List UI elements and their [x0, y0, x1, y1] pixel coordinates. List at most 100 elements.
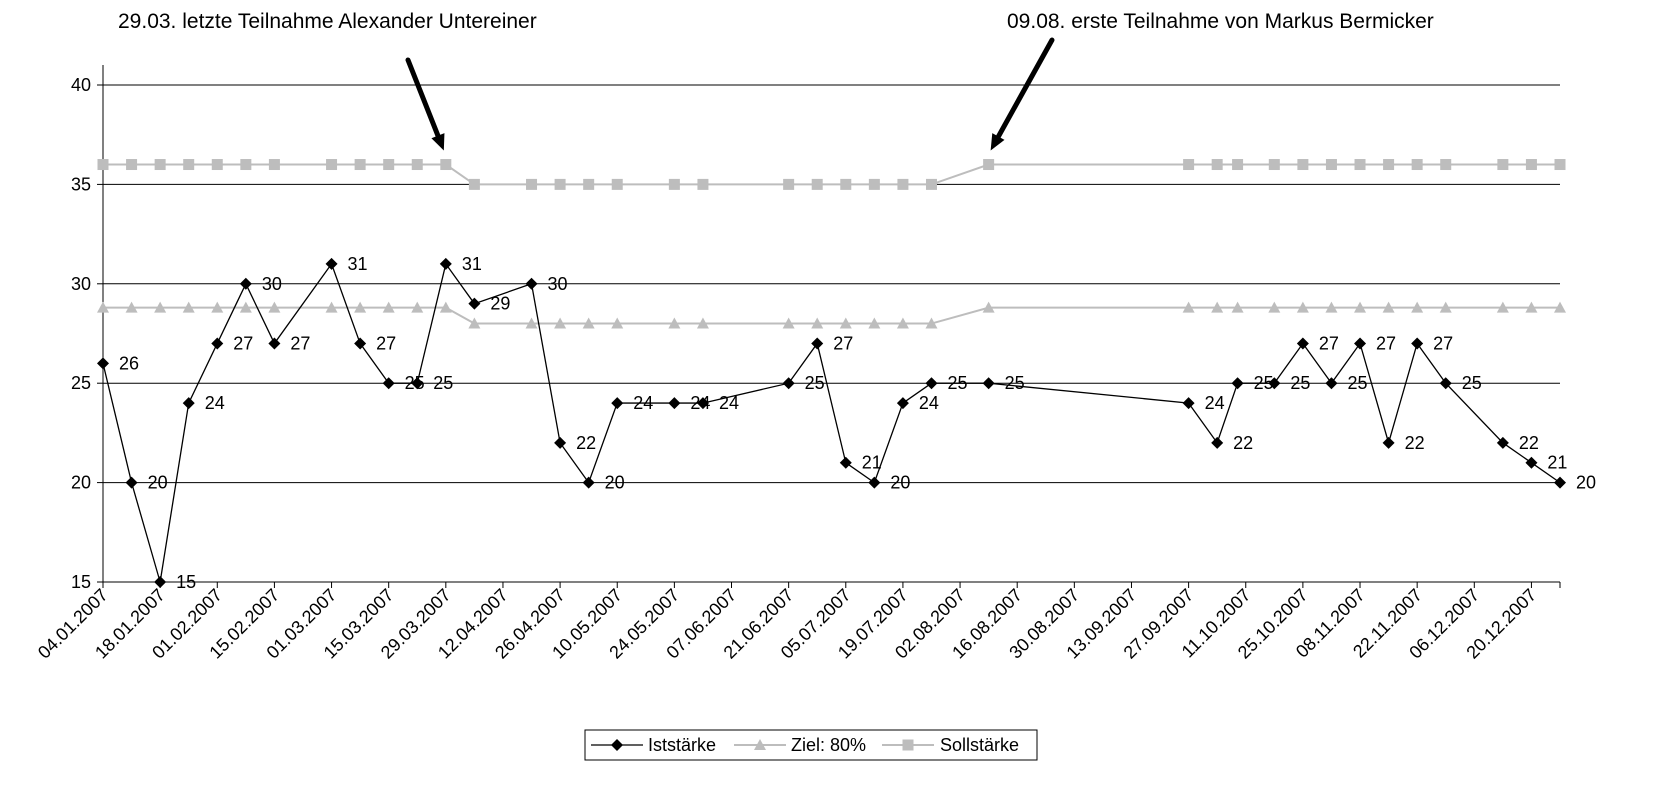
point-istst-rke-15-02-2007	[268, 337, 281, 350]
point-ziel-80-09-10-2007	[1231, 301, 1244, 313]
point-sollst-rke-13-12-2007	[1497, 159, 1509, 171]
point-ziel-80-11-01-2007	[125, 301, 138, 313]
point-sollst-rke-08-11-2007	[1354, 159, 1366, 171]
y-tick-label-35: 35	[71, 174, 91, 194]
point-sollst-rke-31-05-2007	[697, 178, 709, 190]
point-ziel-80-18-01-2007	[154, 301, 167, 313]
point-sollst-rke-15-03-2007	[383, 159, 395, 171]
point-ziel-80-15-03-2007	[382, 301, 395, 313]
point-ziel-80-19-04-2007	[525, 317, 538, 329]
data-label-istst-rke-20-12-2007: 21	[1547, 453, 1567, 473]
point-istst-rke-12-07-2007	[868, 476, 881, 489]
point-istst-rke-18-01-2007	[154, 576, 167, 588]
data-label-istst-rke-27-09-2007: 24	[1205, 393, 1225, 413]
point-ziel-80-01-03-2007	[325, 301, 338, 313]
data-label-istst-rke-18-10-2007: 25	[1290, 373, 1310, 393]
point-sollst-rke-22-03-2007	[411, 159, 423, 171]
point-istst-rke-01-11-2007	[1325, 377, 1338, 390]
point-istst-rke-05-04-2007	[468, 297, 481, 310]
point-sollst-rke-20-12-2007	[1525, 159, 1537, 171]
data-label-istst-rke-09-10-2007: 25	[1254, 373, 1274, 393]
point-sollst-rke-24-05-2007	[668, 178, 680, 190]
legend-label-iststaerke: Iststärke	[648, 735, 716, 755]
point-ziel-80-22-03-2007	[411, 301, 424, 313]
legend-marker-ziel-80	[754, 739, 766, 750]
point-sollst-rke-19-07-2007	[897, 178, 909, 190]
point-istst-rke-10-05-2007	[611, 397, 624, 410]
point-sollst-rke-26-07-2007	[925, 178, 937, 190]
series-line-istst-rke	[102, 262, 1561, 583]
series-line-ziel-80	[103, 306, 1560, 325]
data-label-istst-rke-29-11-2007: 25	[1462, 373, 1482, 393]
data-label-istst-rke-01-02-2007: 27	[233, 333, 253, 353]
data-label-istst-rke-15-03-2007: 25	[405, 373, 425, 393]
point-istst-rke-08-03-2007	[354, 337, 367, 350]
legend: Iststärke Ziel: 80% Sollstärke	[584, 729, 1038, 761]
data-label-istst-rke-19-07-2007: 24	[919, 393, 939, 413]
point-sollst-rke-04-10-2007	[1211, 159, 1223, 171]
point-ziel-80-24-05-2007	[668, 317, 681, 329]
point-sollst-rke-22-11-2007	[1411, 159, 1423, 171]
y-tick-label-30: 30	[71, 274, 91, 294]
point-istst-rke-28-06-2007	[811, 337, 824, 350]
point-istst-rke-05-07-2007	[839, 456, 852, 469]
legend-marker-istst-rke	[611, 739, 623, 751]
point-sollst-rke-01-03-2007	[326, 159, 338, 171]
point-ziel-80-10-05-2007	[611, 317, 624, 329]
data-label-istst-rke-26-04-2007: 22	[576, 433, 596, 453]
data-label-istst-rke-12-07-2007: 20	[890, 473, 910, 493]
point-istst-rke-01-02-2007	[211, 337, 224, 350]
data-label-istst-rke-15-11-2007: 22	[1405, 433, 1425, 453]
point-istst-rke-29-03-2007	[439, 257, 452, 270]
point-ziel-80-18-10-2007	[1268, 301, 1281, 313]
point-sollst-rke-25-10-2007	[1297, 159, 1309, 171]
point-sollst-rke-01-11-2007	[1325, 159, 1337, 171]
point-sollst-rke-25-01-2007	[183, 159, 195, 171]
series-line-sollst-rke	[103, 163, 1560, 186]
point-istst-rke-21-06-2007	[782, 377, 795, 390]
point-istst-rke-09-08-2007	[982, 377, 995, 390]
point-sollst-rke-27-12-2007	[1554, 159, 1566, 171]
point-istst-rke-08-11-2007	[1354, 337, 1367, 350]
data-label-istst-rke-15-02-2007: 27	[290, 333, 310, 353]
data-label-istst-rke-28-06-2007: 27	[833, 333, 853, 353]
legend-box	[584, 729, 1038, 761]
point-istst-rke-15-03-2007	[382, 377, 395, 390]
point-istst-rke-27-12-2007	[1554, 476, 1566, 489]
point-sollst-rke-29-11-2007	[1440, 159, 1452, 171]
annotation-text-alexander: 29.03. letzte Teilnahme Alexander Untere…	[118, 10, 537, 33]
data-label-istst-rke-03-05-2007: 20	[605, 473, 625, 493]
point-ziel-80-31-05-2007	[696, 317, 709, 329]
point-istst-rke-26-04-2007	[554, 436, 567, 449]
point-sollst-rke-09-08-2007	[983, 159, 995, 171]
point-ziel-80-05-07-2007	[839, 317, 852, 329]
point-istst-rke-04-01-2007	[97, 357, 109, 370]
data-label-istst-rke-19-04-2007: 30	[548, 274, 568, 294]
point-sollst-rke-26-04-2007	[554, 178, 566, 190]
data-label-istst-rke-08-11-2007: 27	[1376, 333, 1396, 353]
point-ziel-80-03-05-2007	[582, 317, 595, 329]
point-istst-rke-19-04-2007	[525, 277, 538, 290]
annotation-arrow-alexander-head	[431, 133, 445, 151]
point-ziel-80-12-07-2007	[868, 317, 881, 329]
data-label-istst-rke-09-08-2007: 25	[1005, 373, 1025, 393]
axes: 15202530354004.01.200718.01.200701.02.20…	[34, 65, 1561, 663]
point-ziel-80-08-02-2007	[239, 301, 252, 313]
point-sollst-rke-09-10-2007	[1232, 159, 1244, 171]
legend-label-sollstaerke: Sollstärke	[940, 735, 1019, 755]
point-istst-rke-03-05-2007	[582, 476, 595, 489]
annotation-arrow-markus-shaft	[995, 37, 1055, 140]
point-ziel-80-08-03-2007	[354, 301, 367, 313]
annotations: 29.03. letzte Teilnahme Alexander Untere…	[118, 10, 1434, 151]
data-label-istst-rke-04-10-2007: 22	[1233, 433, 1253, 453]
point-istst-rke-19-07-2007	[896, 397, 909, 410]
point-ziel-80-01-02-2007	[211, 301, 224, 313]
point-istst-rke-22-03-2007	[411, 377, 424, 390]
data-label-istst-rke-01-03-2007: 31	[348, 254, 368, 274]
point-sollst-rke-15-11-2007	[1383, 159, 1395, 171]
data-label-istst-rke-11-01-2007: 20	[148, 473, 168, 493]
data-label-istst-rke-05-04-2007: 29	[490, 294, 510, 314]
point-ziel-80-21-06-2007	[782, 317, 795, 329]
point-sollst-rke-11-01-2007	[126, 159, 138, 171]
